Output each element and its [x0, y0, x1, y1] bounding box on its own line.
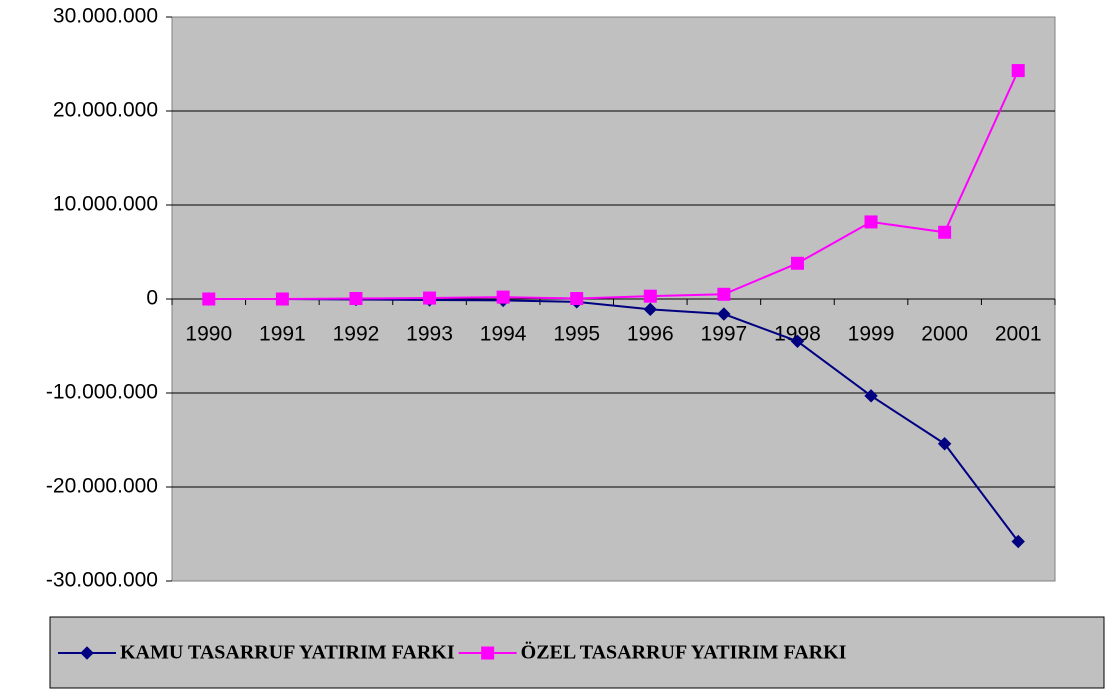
x-tick-label: 1997 [701, 323, 748, 346]
legend-box [49, 616, 1105, 689]
series-line [208, 70, 1020, 300]
marker [570, 292, 584, 306]
marker [80, 646, 94, 660]
marker [790, 256, 804, 270]
legend-label: ÖZEL TASARRUF YATIRIM FARKI [521, 641, 847, 664]
marker [496, 290, 510, 304]
x-tick-label: 1994 [480, 323, 527, 346]
y-tick-label: -10.000.000 [46, 381, 158, 404]
x-tick-label: 1990 [185, 323, 232, 346]
x-tick-label: 1995 [553, 323, 600, 346]
x-tick-label: 1998 [774, 323, 821, 346]
y-tick-label: 30.000.000 [53, 5, 158, 28]
marker [202, 292, 216, 306]
marker [717, 287, 731, 301]
y-tick-label: -20.000.000 [46, 475, 158, 498]
x-tick-label: 1992 [333, 323, 380, 346]
marker [1011, 64, 1025, 78]
marker [937, 437, 952, 451]
x-tick-label: 1996 [627, 323, 674, 346]
y-tick-label: 20.000.000 [53, 99, 158, 122]
y-tick-label: 0 [146, 287, 158, 310]
marker [643, 289, 657, 303]
x-tick-label: 1991 [259, 323, 306, 346]
marker [717, 307, 731, 321]
marker [938, 225, 952, 239]
marker [790, 334, 805, 349]
marker [864, 215, 878, 229]
x-tick-label: 2001 [995, 323, 1042, 346]
x-tick-label: 2000 [921, 323, 968, 346]
marker [1011, 534, 1025, 549]
y-tick-label: -30.000.000 [46, 569, 158, 592]
marker [275, 292, 289, 306]
marker [481, 646, 495, 660]
marker [643, 302, 657, 317]
legend-label: KAMU TASARRUF YATIRIM FARKI [120, 642, 455, 664]
y-tick-label: 10.000.000 [53, 193, 158, 216]
marker [864, 389, 878, 403]
marker [423, 291, 437, 305]
x-tick-label: 1999 [848, 323, 895, 346]
x-tick-label: 1993 [406, 323, 453, 346]
marker [349, 292, 363, 306]
